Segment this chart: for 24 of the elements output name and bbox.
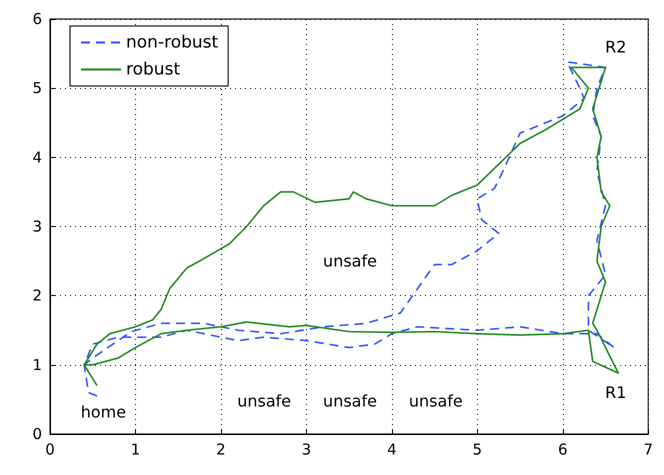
- x-tick-label: 0: [45, 440, 55, 458]
- annotation: R1: [605, 383, 626, 402]
- legend-label: non-robust: [126, 32, 219, 52]
- annotation: unsafe: [408, 391, 463, 410]
- annotation: unsafe: [323, 391, 377, 410]
- annotation: unsafe: [323, 251, 377, 270]
- y-tick-label: 6: [32, 10, 42, 28]
- x-tick-label: 1: [130, 440, 140, 458]
- legend-label: robust: [126, 60, 180, 80]
- annotation: unsafe: [237, 391, 292, 410]
- y-tick-label: 1: [32, 356, 42, 374]
- x-tick-label: 6: [558, 440, 568, 458]
- y-tick-label: 3: [32, 218, 42, 236]
- x-tick-label: 5: [472, 440, 482, 458]
- annotation: R2: [605, 37, 626, 56]
- y-tick-label: 5: [32, 79, 42, 98]
- x-tick-label: 2: [216, 440, 226, 458]
- x-tick-label: 3: [302, 440, 312, 458]
- x-tick-label: 4: [387, 440, 397, 458]
- y-tick-label: 0: [32, 425, 42, 443]
- x-tick-label: 7: [643, 440, 653, 458]
- annotation: home: [80, 402, 126, 422]
- y-tick-label: 2: [32, 286, 42, 305]
- y-tick-label: 4: [32, 148, 42, 166]
